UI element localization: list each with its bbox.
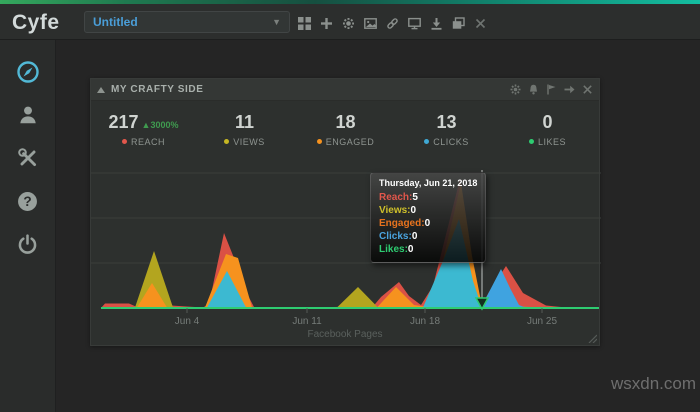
- question-icon: ?: [18, 191, 37, 211]
- x-tick-jun25: Jun 25: [527, 316, 557, 327]
- series-clicks-peak-area: [481, 269, 525, 308]
- widget-my-crafty-side: MY CRAFTY SIDE 217: [90, 78, 601, 346]
- x-tick-jun11: Jun 11: [292, 316, 322, 327]
- widget-move-arrow-icon[interactable]: [564, 84, 575, 95]
- reach-dot-icon: [121, 139, 127, 144]
- topbar-toolbar: [298, 17, 487, 30]
- chevron-down-icon: ▼: [272, 17, 281, 27]
- stat-clicks-label: CLICKS: [433, 137, 469, 147]
- widget-title: MY CRAFTY SIDE: [111, 84, 204, 95]
- top-accent-strip: [0, 0, 700, 4]
- sidebar-item-help[interactable]: ?: [16, 189, 40, 213]
- stat-views: 11 VIEWS: [194, 104, 295, 164]
- stat-reach-label: REACH: [130, 137, 165, 147]
- stat-likes-value: 0: [542, 112, 553, 132]
- x-axis-labels: Jun 4 Jun 11 Jun 18 Jun 25: [175, 316, 558, 327]
- stat-reach-change: ▲3000%: [141, 120, 179, 130]
- engaged-dot-icon: [316, 139, 322, 144]
- watermark: wsxdn.com: [610, 374, 696, 393]
- sidebar-item-account[interactable]: [16, 103, 40, 127]
- area-chart[interactable]: Jun 4 Jun 11 Jun 18 Jun 25: [91, 166, 601, 330]
- stats-row: 217 ▲3000% REACH 11 VIEWS 18 ENGAGED 13 C…: [93, 104, 598, 164]
- clicks-dot-icon: [424, 139, 430, 144]
- axis-ticks: [186, 308, 543, 313]
- widget-source-label: Facebook Pages: [307, 329, 383, 340]
- tooltip-row-likes: Likes:0: [379, 244, 414, 255]
- stat-views-label: VIEWS: [233, 137, 265, 147]
- compass-icon: [16, 61, 39, 83]
- x-tick-jun18: Jun 18: [410, 316, 440, 327]
- image-icon[interactable]: [364, 17, 377, 30]
- dashboard-selector[interactable]: Untitled ▼: [84, 11, 290, 33]
- collapse-caret-icon[interactable]: [97, 86, 105, 93]
- tooltip-row-reach: Reach:5: [379, 192, 418, 203]
- widget-close-icon[interactable]: [582, 84, 593, 95]
- series-engaged-area: [101, 183, 599, 309]
- widget-settings-icon[interactable]: [510, 84, 521, 95]
- dashboard-selector-value: Untitled: [93, 15, 138, 29]
- close-icon[interactable]: [474, 17, 487, 30]
- add-widget-icon[interactable]: [320, 17, 333, 30]
- stat-engaged-label: ENGAGED: [325, 137, 375, 147]
- svg-text:?: ?: [23, 194, 31, 209]
- stat-views-value: 11: [234, 112, 255, 132]
- cyfe-logo: Cyfe: [12, 11, 60, 34]
- series-clicks-area: [101, 219, 599, 309]
- crosshair-marker-icon: [474, 297, 490, 311]
- display-icon[interactable]: [408, 17, 421, 30]
- chart-gridlines: [91, 172, 601, 264]
- sidebar-item-tools[interactable]: [16, 146, 40, 170]
- layers-icon[interactable]: [452, 17, 465, 30]
- widget-header[interactable]: MY CRAFTY SIDE: [91, 79, 599, 101]
- widget-header-actions: [510, 84, 593, 95]
- sidebar-item-dashboards[interactable]: [16, 60, 40, 84]
- resize-handle[interactable]: [587, 333, 597, 343]
- stat-likes-label: LIKES: [537, 137, 566, 147]
- chart-tooltip: Thursday, Jun 21, 2018 Reach:5 Views:0 E…: [370, 172, 487, 263]
- stat-engaged-value: 18: [335, 112, 356, 132]
- stat-clicks: 13 CLICKS: [396, 104, 497, 164]
- power-icon: [18, 233, 37, 254]
- series-reach-area: [101, 179, 599, 308]
- download-icon[interactable]: [430, 17, 443, 30]
- tools-icon: [17, 148, 36, 167]
- stat-reach: 217 ▲3000% REACH: [93, 104, 194, 164]
- stat-engaged: 18 ENGAGED: [295, 104, 396, 164]
- user-icon: [19, 106, 36, 124]
- tooltip-row-engaged: Engaged:0: [379, 218, 431, 229]
- views-dot-icon: [224, 139, 230, 144]
- widget-flag-icon[interactable]: [546, 84, 557, 95]
- top-bar: Cyfe Untitled ▼: [0, 4, 700, 40]
- likes-dot-icon: [528, 139, 534, 144]
- grid-icon[interactable]: [298, 17, 311, 30]
- sidebar-item-logout[interactable]: [16, 232, 40, 256]
- x-tick-jun4: Jun 4: [175, 316, 200, 327]
- stat-likes: 0 LIKES: [497, 104, 598, 164]
- stat-reach-value: 217: [108, 112, 139, 132]
- widget-alerts-bell-icon[interactable]: [528, 84, 539, 95]
- settings-gear-icon[interactable]: [342, 17, 355, 30]
- tooltip-row-clicks: Clicks:0: [379, 231, 418, 242]
- link-icon[interactable]: [386, 17, 399, 30]
- tooltip-row-views: Views:0: [379, 205, 417, 216]
- sidebar: ?: [0, 40, 56, 412]
- stat-clicks-value: 13: [436, 112, 457, 132]
- tooltip-date: Thursday, Jun 21, 2018: [379, 178, 478, 188]
